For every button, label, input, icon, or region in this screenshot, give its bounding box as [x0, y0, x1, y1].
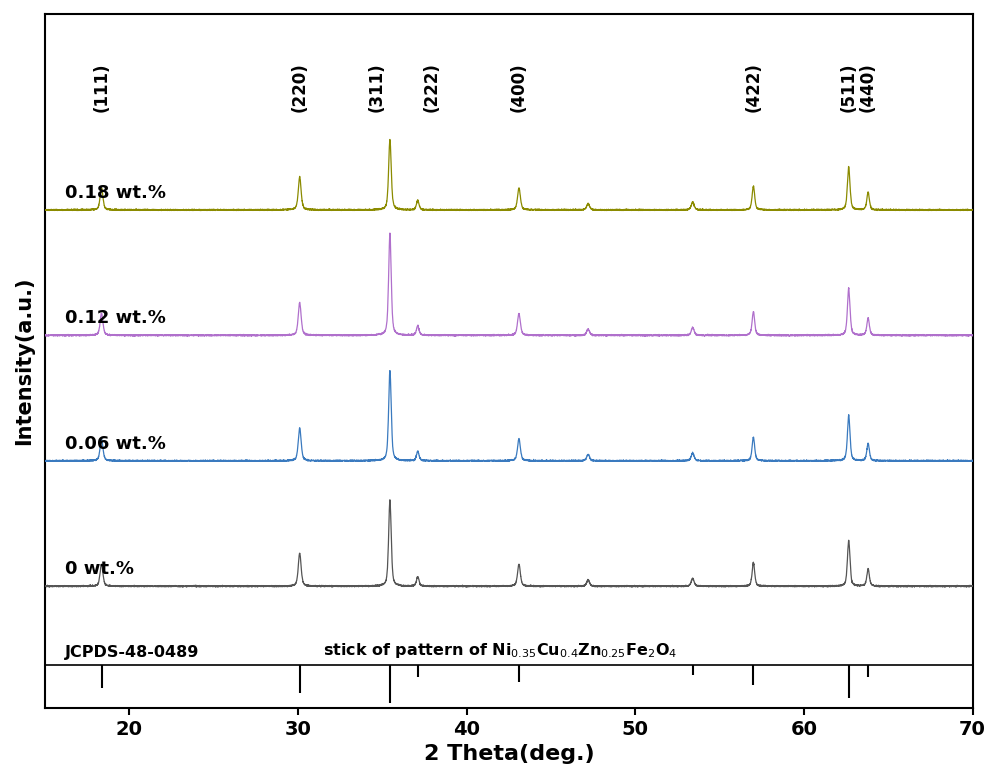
Text: (111): (111) — [93, 62, 111, 112]
Text: (220): (220) — [291, 62, 309, 112]
Text: 0.12 wt.%: 0.12 wt.% — [65, 310, 166, 328]
Text: 0 wt.%: 0 wt.% — [65, 560, 134, 578]
Text: (400): (400) — [510, 62, 528, 112]
X-axis label: 2 Theta(deg.): 2 Theta(deg.) — [424, 744, 594, 764]
Text: (222): (222) — [422, 62, 440, 112]
Text: 0.06 wt.%: 0.06 wt.% — [65, 435, 166, 453]
Text: stick of pattern of Ni$_{0.35}$Cu$_{0.4}$Zn$_{0.25}$Fe$_2$O$_4$: stick of pattern of Ni$_{0.35}$Cu$_{0.4}… — [323, 641, 678, 660]
Text: (440): (440) — [859, 62, 877, 112]
Text: (311): (311) — [367, 62, 385, 112]
Text: (422): (422) — [744, 62, 762, 112]
Y-axis label: Intensity(a.u.): Intensity(a.u.) — [14, 276, 34, 445]
Text: JCPDS-48-0489: JCPDS-48-0489 — [65, 645, 200, 660]
Text: 0.18 wt.%: 0.18 wt.% — [65, 184, 166, 202]
Text: (511): (511) — [840, 62, 858, 112]
